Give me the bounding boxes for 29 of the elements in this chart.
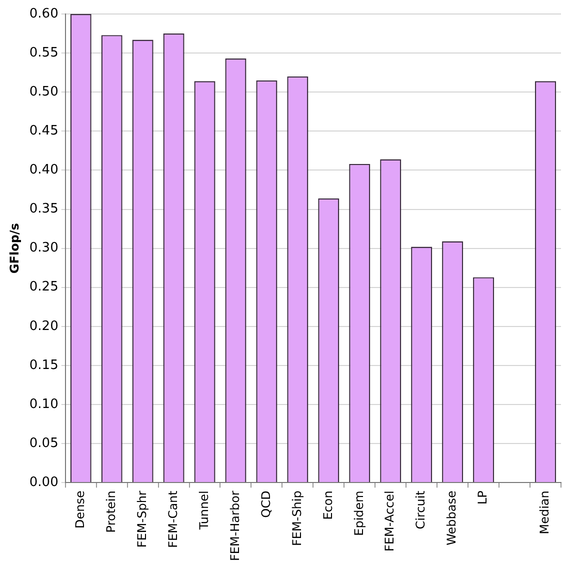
y-tick-label: 0.00	[29, 475, 58, 490]
y-tick-label: 0.40	[29, 162, 58, 178]
y-tick-label: 0.05	[29, 436, 58, 451]
x-tick-label: FEM-Sphr	[134, 490, 149, 548]
y-tick-label: 0.20	[29, 318, 58, 334]
x-tick-label: FEM-Harbor	[228, 490, 242, 562]
x-tick-label: QCD	[258, 490, 273, 518]
y-tick-label: 0.35	[29, 202, 58, 217]
x-tick-label: Protein	[104, 490, 118, 533]
y-tick-label: 0.15	[29, 358, 58, 373]
x-tick-label: Median	[538, 490, 552, 534]
y-tick-label: 0.25	[29, 280, 58, 295]
y-tick-label: 0.10	[29, 396, 58, 412]
x-tick-label: Tunnel	[196, 490, 211, 531]
x-tick-label: FEM-Cant	[166, 490, 180, 548]
x-tick-label: FEM-Ship	[290, 490, 304, 546]
x-tick-label: LP	[476, 490, 490, 505]
y-tick-label: 0.30	[29, 240, 58, 256]
x-tick-label: Webbase	[444, 490, 459, 546]
x-tick-label: Epidem	[352, 490, 366, 536]
y-axis-title: GFlop/s	[7, 223, 22, 274]
y-tick-label: 0.60	[29, 6, 58, 22]
y-tick-label: 0.45	[29, 124, 58, 139]
x-tick-label: FEM-Accel	[382, 490, 397, 552]
y-tick-label: 0.55	[29, 45, 58, 60]
x-tick-label: Dense	[72, 490, 87, 529]
x-tick-label: Circuit	[414, 490, 428, 530]
y-tick-label: 0.50	[29, 84, 58, 100]
x-tick-label: Econ	[320, 490, 335, 520]
